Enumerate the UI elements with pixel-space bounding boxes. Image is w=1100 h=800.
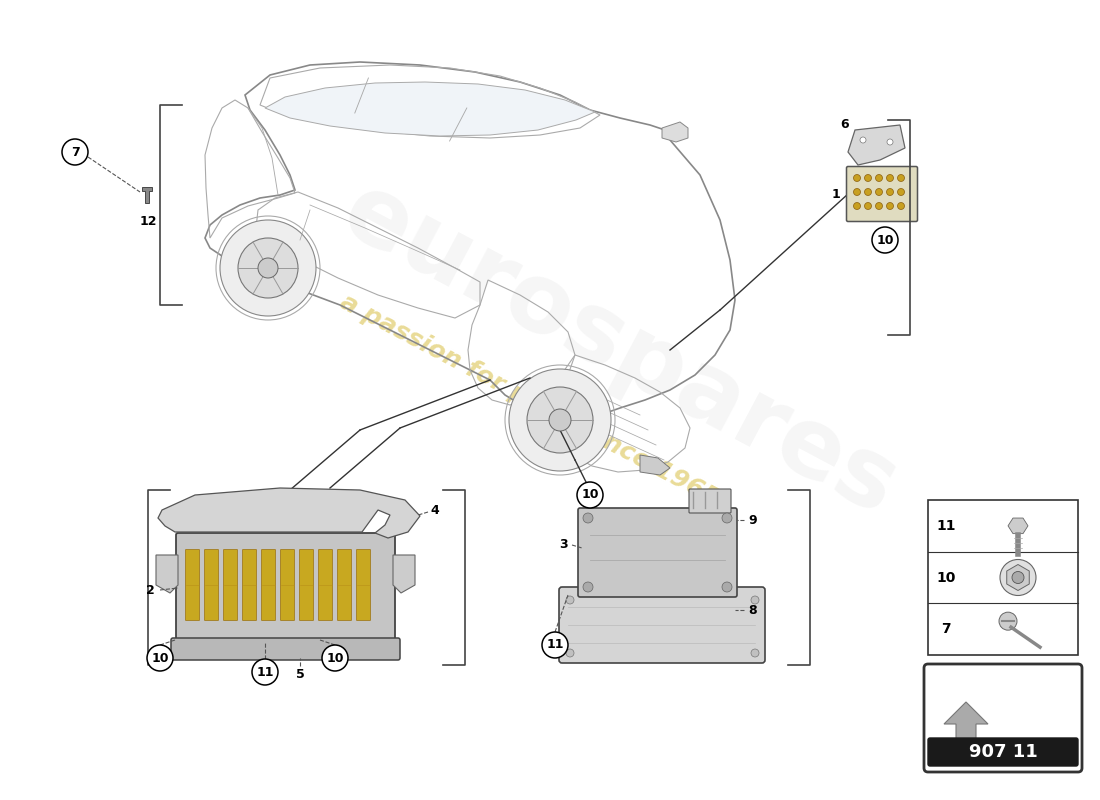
Polygon shape xyxy=(1006,565,1030,590)
Text: 7: 7 xyxy=(942,622,950,636)
Circle shape xyxy=(509,369,610,471)
Text: 10: 10 xyxy=(327,651,343,665)
Circle shape xyxy=(854,189,860,195)
Circle shape xyxy=(252,659,278,685)
Polygon shape xyxy=(142,187,152,203)
Circle shape xyxy=(860,137,866,143)
Circle shape xyxy=(854,202,860,210)
Circle shape xyxy=(583,513,593,523)
Text: 907 11: 907 11 xyxy=(969,743,1037,761)
Text: 10: 10 xyxy=(936,570,956,585)
Circle shape xyxy=(322,645,348,671)
Polygon shape xyxy=(1008,518,1028,534)
FancyBboxPatch shape xyxy=(242,550,256,621)
Circle shape xyxy=(876,174,882,182)
Circle shape xyxy=(566,649,574,657)
Circle shape xyxy=(854,174,860,182)
FancyBboxPatch shape xyxy=(186,550,199,621)
Circle shape xyxy=(1012,571,1024,583)
Text: 10: 10 xyxy=(877,234,893,246)
Circle shape xyxy=(887,139,893,145)
Circle shape xyxy=(751,596,759,604)
Circle shape xyxy=(865,174,871,182)
Circle shape xyxy=(722,513,732,523)
Text: 2: 2 xyxy=(146,583,155,597)
Text: 11: 11 xyxy=(936,519,956,533)
Polygon shape xyxy=(848,125,905,165)
Circle shape xyxy=(898,202,904,210)
Circle shape xyxy=(722,582,732,592)
FancyBboxPatch shape xyxy=(928,738,1078,766)
Circle shape xyxy=(887,202,893,210)
Circle shape xyxy=(865,202,871,210)
FancyBboxPatch shape xyxy=(176,533,395,642)
Circle shape xyxy=(147,645,173,671)
FancyBboxPatch shape xyxy=(578,508,737,597)
Circle shape xyxy=(62,139,88,165)
Text: a passion for parts since 1965: a passion for parts since 1965 xyxy=(337,290,724,510)
Text: 11: 11 xyxy=(547,638,563,651)
Circle shape xyxy=(887,189,893,195)
Polygon shape xyxy=(944,702,988,745)
Text: 5: 5 xyxy=(296,668,305,681)
Circle shape xyxy=(549,409,571,431)
Text: 9: 9 xyxy=(748,514,757,526)
Circle shape xyxy=(1000,559,1036,595)
Text: 3: 3 xyxy=(560,538,568,551)
Circle shape xyxy=(220,220,316,316)
Circle shape xyxy=(542,632,568,658)
Polygon shape xyxy=(640,455,670,475)
FancyBboxPatch shape xyxy=(262,550,275,621)
Text: eurospares: eurospares xyxy=(327,165,913,535)
FancyBboxPatch shape xyxy=(205,550,219,621)
Circle shape xyxy=(876,189,882,195)
Circle shape xyxy=(527,387,593,453)
Text: 12: 12 xyxy=(140,215,156,228)
Text: 8: 8 xyxy=(748,603,757,617)
Text: 11: 11 xyxy=(256,666,274,678)
Circle shape xyxy=(865,189,871,195)
Circle shape xyxy=(751,649,759,657)
FancyBboxPatch shape xyxy=(170,638,400,660)
Circle shape xyxy=(876,202,882,210)
Circle shape xyxy=(583,582,593,592)
FancyBboxPatch shape xyxy=(559,587,764,663)
FancyBboxPatch shape xyxy=(319,550,332,621)
Text: 10: 10 xyxy=(581,489,598,502)
Text: 10: 10 xyxy=(152,651,168,665)
FancyBboxPatch shape xyxy=(847,166,917,222)
Polygon shape xyxy=(265,82,595,136)
Circle shape xyxy=(258,258,278,278)
Circle shape xyxy=(566,596,574,604)
FancyBboxPatch shape xyxy=(924,664,1082,772)
Text: 6: 6 xyxy=(840,118,849,131)
Polygon shape xyxy=(156,555,178,593)
Circle shape xyxy=(238,238,298,298)
Text: 1: 1 xyxy=(832,187,840,201)
FancyBboxPatch shape xyxy=(299,550,314,621)
Circle shape xyxy=(578,482,603,508)
FancyBboxPatch shape xyxy=(928,500,1078,655)
Polygon shape xyxy=(393,555,415,593)
Polygon shape xyxy=(662,122,688,142)
FancyBboxPatch shape xyxy=(223,550,238,621)
FancyBboxPatch shape xyxy=(338,550,352,621)
Text: 4: 4 xyxy=(430,503,439,517)
Circle shape xyxy=(872,227,898,253)
Polygon shape xyxy=(158,488,420,538)
FancyBboxPatch shape xyxy=(689,489,732,513)
Circle shape xyxy=(898,174,904,182)
Circle shape xyxy=(898,189,904,195)
Circle shape xyxy=(887,174,893,182)
Text: 7: 7 xyxy=(70,146,79,158)
Circle shape xyxy=(999,612,1018,630)
FancyBboxPatch shape xyxy=(356,550,371,621)
FancyBboxPatch shape xyxy=(280,550,295,621)
